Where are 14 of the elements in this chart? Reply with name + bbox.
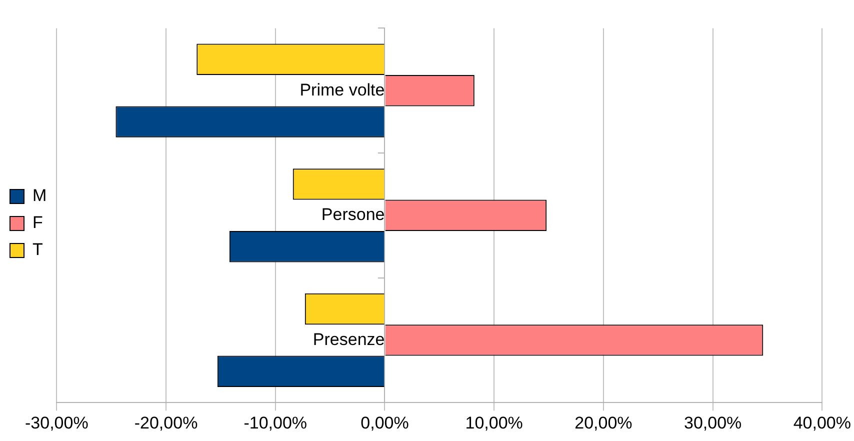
x-tick-label: 0,00% (360, 413, 409, 432)
legend-label: F (32, 213, 43, 232)
x-tick-label: -30,00% (24, 413, 88, 432)
x-tick-label: -20,00% (134, 413, 198, 432)
x-tick-label: 20,00% (574, 413, 632, 432)
y-tick-label: Presenze (312, 330, 385, 349)
x-tick-label: 40,00% (793, 413, 852, 432)
x-tick-label: -10,00% (244, 413, 308, 432)
legend-label: M (32, 186, 47, 206)
x-tick-label: 30,00% (684, 413, 742, 432)
y-tick-label: Persone (321, 205, 385, 224)
x-tick-label: 10,00% (465, 413, 523, 432)
legend-label: T (32, 240, 43, 260)
y-tick-label: Prime volte (300, 80, 385, 100)
